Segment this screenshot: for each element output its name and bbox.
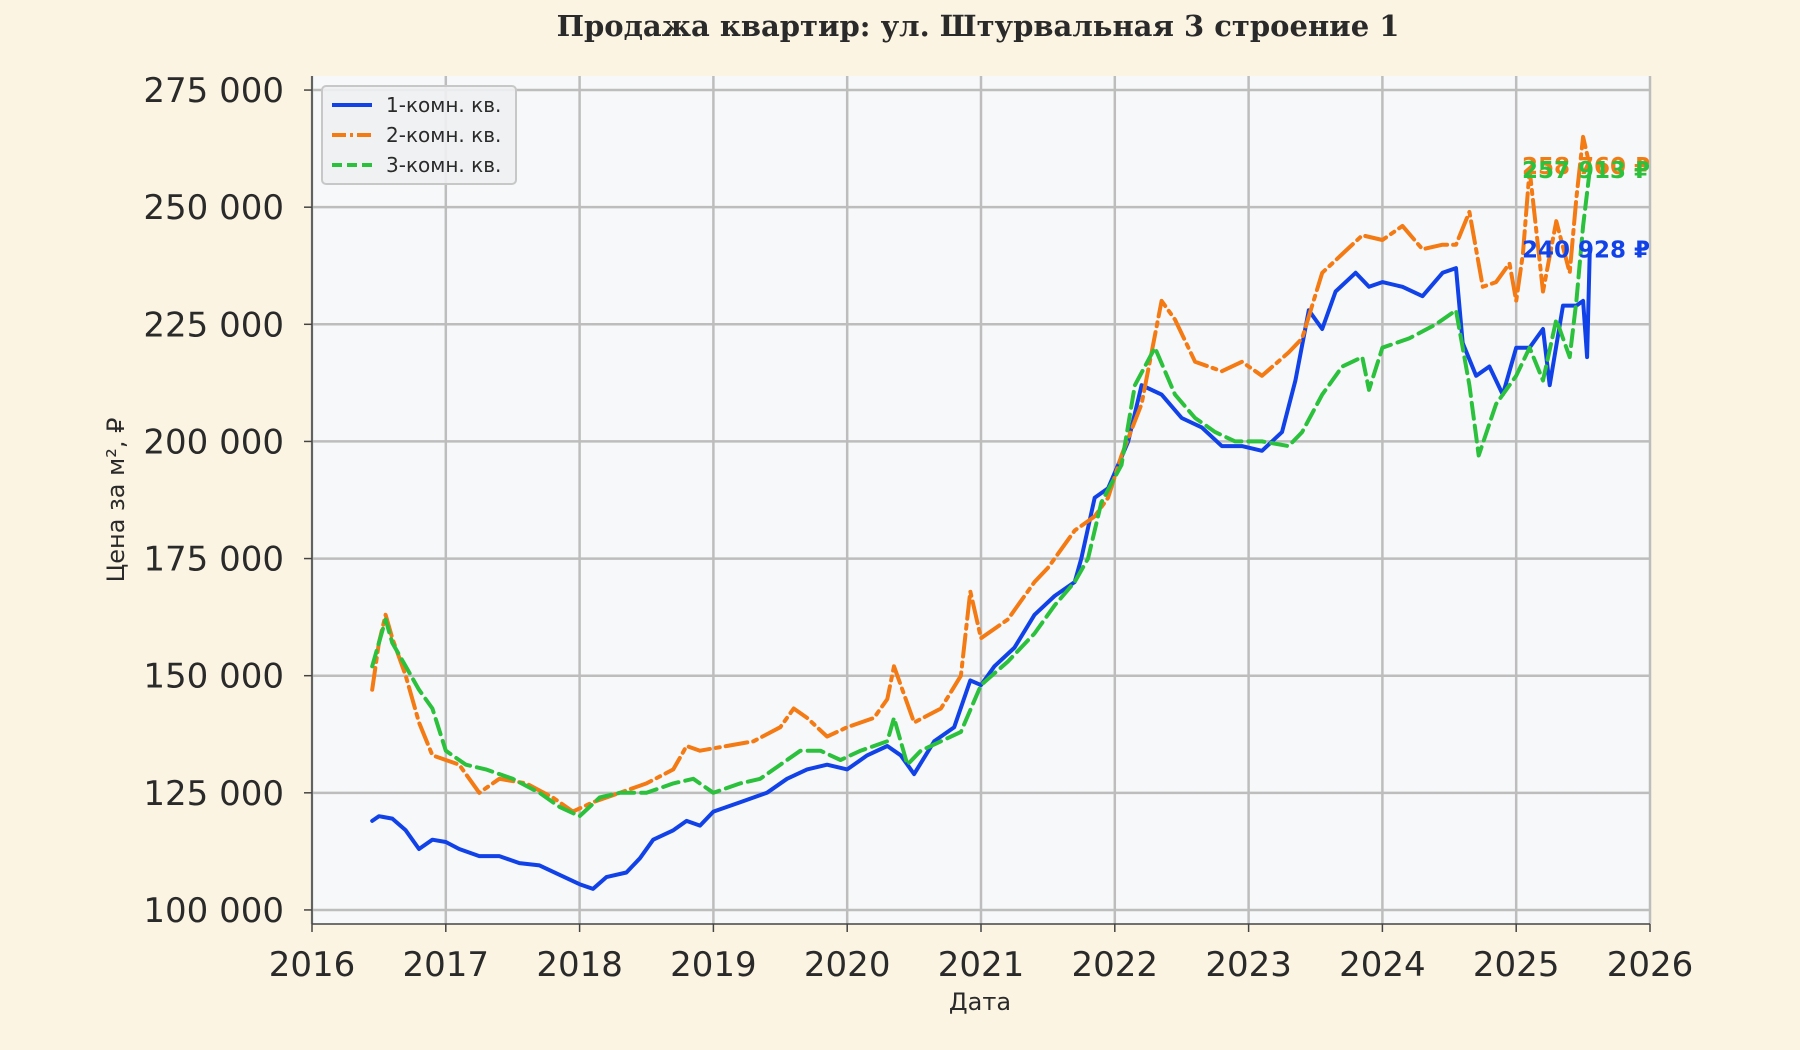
series-line-2 (370, 134, 1592, 814)
legend: 1-комн. кв. 2-комн. кв. 3-комн. кв. (321, 85, 517, 185)
legend-label-3: 3-комн. кв. (386, 153, 501, 177)
end-value-label-2: 258 760 ₽ (1522, 154, 1650, 180)
x-tick-label: 2020 (804, 945, 891, 985)
y-ticks: 100 000 125 000 150 000 175 000 200 000 225 0… (143, 71, 312, 931)
x-tick-label: 2024 (1339, 945, 1426, 985)
y-tick-label: 225 000 (143, 305, 284, 345)
series-line-3 (370, 168, 1592, 819)
x-tick-label: 2016 (269, 945, 356, 985)
x-tick-label: 2025 (1473, 945, 1560, 985)
x-tick-label: 2021 (938, 945, 1025, 985)
x-tick-label: 2017 (403, 945, 490, 985)
x-tick-label: 2019 (670, 945, 757, 985)
x-tick-label: 2023 (1205, 945, 1292, 985)
y-tick-label: 250 000 (143, 188, 284, 228)
x-tick-label: 2022 (1072, 945, 1159, 985)
y-tick-label: 100 000 (143, 891, 284, 931)
end-value-label-3: 257 913 ₽ (1522, 158, 1650, 184)
legend-box (321, 85, 517, 185)
y-tick-label: 200 000 (143, 422, 284, 462)
end-value-label-1: 240 928 ₽ (1522, 238, 1650, 264)
y-axis-label: Цена за м², ₽ (102, 418, 130, 583)
series-line-1 (370, 247, 1592, 891)
y-tick-label: 125 000 (143, 774, 284, 814)
x-tick-label: 2018 (536, 945, 623, 985)
grid (310, 76, 1652, 924)
series-layer (370, 134, 1592, 891)
x-ticks: 2016 2017 2018 2019 2020 2021 2022 2023 2024 2025… (269, 924, 1694, 985)
legend-label-2: 2-комн. кв. (386, 123, 501, 147)
legend-label-1: 1-комн. кв. (386, 93, 501, 117)
y-tick-label: 150 000 (143, 657, 284, 697)
x-axis-label: Дата (949, 988, 1011, 1016)
y-tick-label: 275 000 (143, 71, 284, 111)
x-tick-label: 2026 (1607, 945, 1694, 985)
y-tick-label: 175 000 (143, 540, 284, 580)
chart-title: Продажа квартир: ул. Штурвальная 3 строе… (557, 9, 1400, 43)
end-labels: 240 928 ₽ 258 760 ₽257 913 ₽ (1522, 154, 1650, 264)
